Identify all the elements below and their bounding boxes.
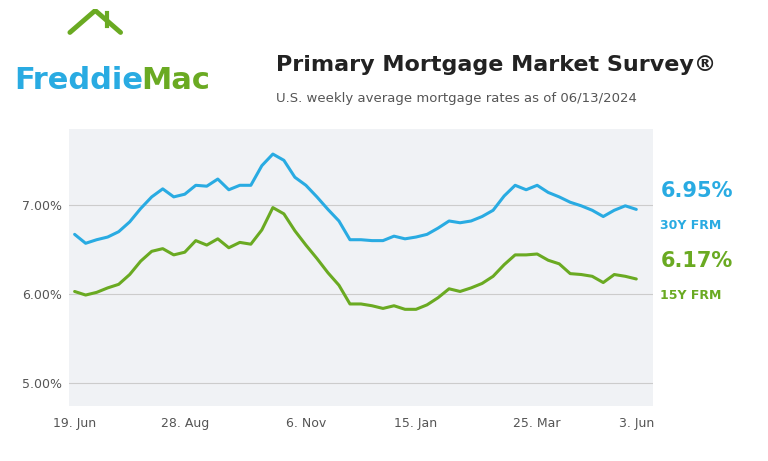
Text: 30Y FRM: 30Y FRM bbox=[660, 219, 722, 232]
Text: 6.95%: 6.95% bbox=[660, 181, 733, 201]
Text: U.S. weekly average mortgage rates as of 06/13/2024: U.S. weekly average mortgage rates as of… bbox=[276, 92, 637, 105]
Text: Mac: Mac bbox=[141, 66, 210, 95]
Text: Primary Mortgage Market Survey®: Primary Mortgage Market Survey® bbox=[276, 55, 717, 75]
Text: Freddie: Freddie bbox=[15, 66, 144, 95]
Text: 15Y FRM: 15Y FRM bbox=[660, 289, 722, 301]
Text: 6.17%: 6.17% bbox=[660, 250, 733, 271]
